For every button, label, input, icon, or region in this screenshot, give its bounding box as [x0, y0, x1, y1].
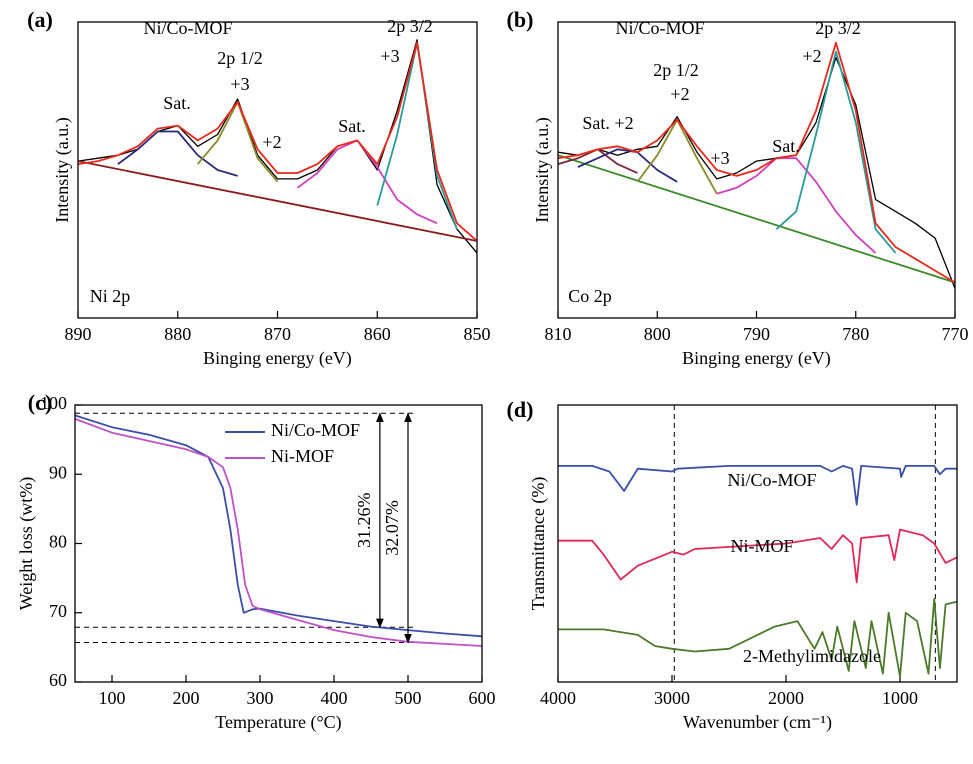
data-line	[558, 41, 955, 284]
annotation: Ni/Co-MOF	[143, 18, 232, 38]
x-tick-label: 890	[65, 324, 92, 344]
series-label: 2-Methylimidazole	[743, 646, 881, 666]
annotation: +2	[262, 132, 281, 152]
x-tick-label: 600	[469, 688, 496, 708]
data-line	[558, 465, 957, 506]
y-tick-label: 60	[49, 670, 67, 690]
x-tick-label: 780	[842, 324, 869, 344]
annotation: Co 2p	[568, 286, 612, 306]
data-line	[577, 148, 678, 183]
annotation: Sat.	[163, 93, 191, 113]
x-tick-label: 850	[464, 324, 491, 344]
x-tick-label: 810	[545, 324, 572, 344]
panel-label: (b)	[507, 7, 534, 32]
data-line	[296, 139, 438, 225]
plot-frame	[74, 404, 483, 683]
annotation: +3	[230, 74, 249, 94]
x-tick-label: 4000	[540, 688, 576, 708]
y-axis-label: Intensity (a.u.)	[52, 117, 73, 222]
data-line	[775, 50, 897, 254]
arrow-label: 31.26%	[354, 493, 374, 549]
x-tick-label: 1000	[882, 688, 918, 708]
x-tick-label: 100	[99, 688, 126, 708]
y-axis-label: Intensity (a.u.)	[532, 117, 553, 222]
data-line	[78, 160, 477, 242]
panel-label: (a)	[27, 7, 53, 32]
data-line	[75, 418, 482, 647]
annotation: Ni/Co-MOF	[615, 18, 704, 38]
x-tick-label: 300	[247, 688, 274, 708]
y-axis-label: Weight loss (wt%)	[16, 477, 37, 611]
annotation: +2	[802, 46, 821, 66]
series-label: Ni/Co-MOF	[727, 470, 816, 490]
data-line	[558, 154, 955, 284]
x-tick-label: 880	[164, 324, 191, 344]
y-tick-label: 90	[49, 462, 67, 482]
annotation: +3	[380, 46, 399, 66]
x-tick-label: 790	[743, 324, 770, 344]
x-axis-label: Binging energy (eV)	[203, 348, 352, 369]
annotation: 2p 3/2	[815, 18, 861, 38]
data-line	[716, 157, 877, 254]
x-axis-label: Temperature (°C)	[215, 712, 341, 733]
legend-label: Ni/Co-MOF	[271, 420, 360, 440]
annotation: Sat. +2	[582, 113, 633, 133]
x-axis-label: Binging energy (eV)	[682, 348, 831, 369]
data-line	[558, 598, 957, 678]
plot-frame	[557, 404, 958, 683]
annotation: Ni 2p	[90, 286, 131, 306]
legend-label: Ni-MOF	[271, 446, 334, 466]
x-tick-label: 400	[321, 688, 348, 708]
annotation: 2p 1/2	[217, 48, 263, 68]
annotation: 2p 3/2	[387, 16, 433, 36]
annotation: Sat.	[772, 136, 800, 156]
x-tick-label: 770	[942, 324, 969, 344]
series-label: Ni-MOF	[730, 536, 793, 556]
x-tick-label: 870	[264, 324, 291, 344]
data-line	[78, 41, 477, 242]
panel-label: (d)	[507, 397, 534, 422]
arrow-label: 32.07%	[382, 500, 402, 556]
x-tick-label: 800	[644, 324, 671, 344]
x-tick-label: 2000	[768, 688, 804, 708]
x-tick-label: 860	[364, 324, 391, 344]
annotation: Sat.	[338, 116, 366, 136]
annotation: +2	[670, 84, 689, 104]
y-axis-label: Transmittance (%)	[528, 477, 549, 611]
x-tick-label: 200	[173, 688, 200, 708]
y-tick-label: 80	[49, 532, 67, 552]
data-line	[117, 130, 238, 177]
annotation: +3	[710, 148, 729, 168]
y-tick-label: 100	[40, 393, 67, 413]
data-line	[558, 528, 957, 584]
annotation: 2p 1/2	[653, 60, 699, 80]
plot-frame	[557, 21, 956, 319]
plot-frame	[77, 21, 478, 319]
x-axis-label: Wavenumber (cm⁻¹)	[683, 712, 832, 733]
y-tick-label: 70	[49, 601, 67, 621]
x-tick-label: 500	[395, 688, 422, 708]
x-tick-label: 3000	[654, 688, 690, 708]
panel-label: (c)	[28, 390, 52, 415]
data-line	[558, 56, 955, 289]
